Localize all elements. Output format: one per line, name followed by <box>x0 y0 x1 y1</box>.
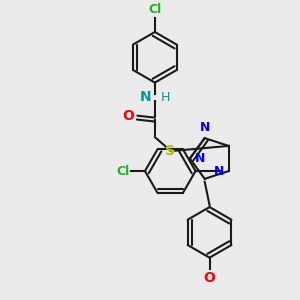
Text: O: O <box>204 271 215 285</box>
Text: O: O <box>123 109 134 123</box>
Text: N: N <box>213 165 224 178</box>
Text: N: N <box>200 121 210 134</box>
Text: H: H <box>161 91 170 104</box>
Text: Cl: Cl <box>148 3 161 16</box>
Text: N: N <box>195 152 205 165</box>
Text: N: N <box>139 90 151 104</box>
Text: Cl: Cl <box>116 165 129 178</box>
Text: S: S <box>165 144 176 158</box>
